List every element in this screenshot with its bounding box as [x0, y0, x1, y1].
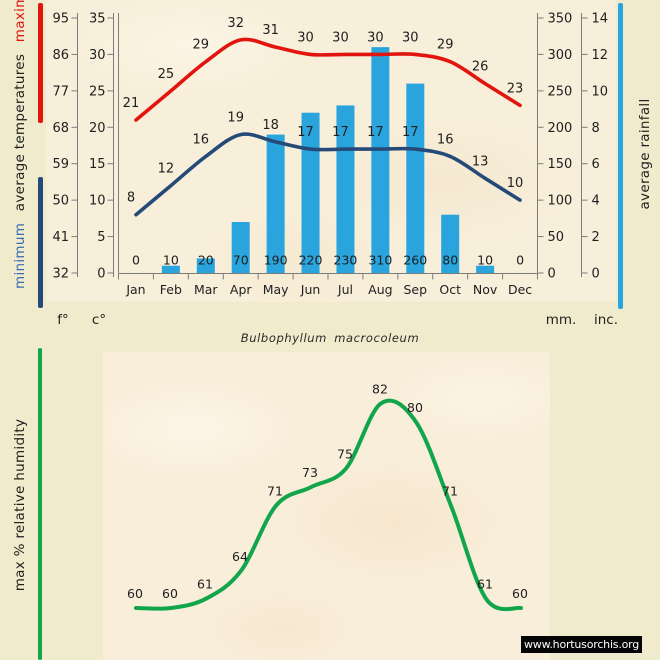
- minimum-label: minimum: [12, 222, 28, 289]
- humidity-legend: max % relative humidity: [12, 418, 28, 592]
- millimeter-unit-label: mm.: [545, 312, 577, 328]
- humidity-chart-panel: [103, 352, 550, 660]
- max-temp-legend-bar: [38, 3, 43, 123]
- min-temp-legend-bar: [38, 177, 43, 308]
- humidity-legend-bar: [38, 348, 42, 660]
- temperature-axis-legend: minimum average temperatures maximum: [8, 0, 32, 289]
- average-temperatures-label: average temperatures: [12, 53, 28, 212]
- species-title: Bulbophyllum macrocoleum: [240, 331, 420, 345]
- rainfall-legend-bar: [618, 3, 623, 309]
- watermark: www.hortusorchis.org: [521, 636, 643, 653]
- inch-unit-label: inc.: [593, 312, 619, 328]
- maximum-label: maximum: [12, 0, 28, 43]
- fahrenheit-unit-label: f°: [57, 312, 69, 328]
- climate-chart-panel: [46, 0, 616, 302]
- average-rainfall-legend: average rainfall: [637, 98, 653, 210]
- celsius-unit-label: c°: [91, 312, 107, 328]
